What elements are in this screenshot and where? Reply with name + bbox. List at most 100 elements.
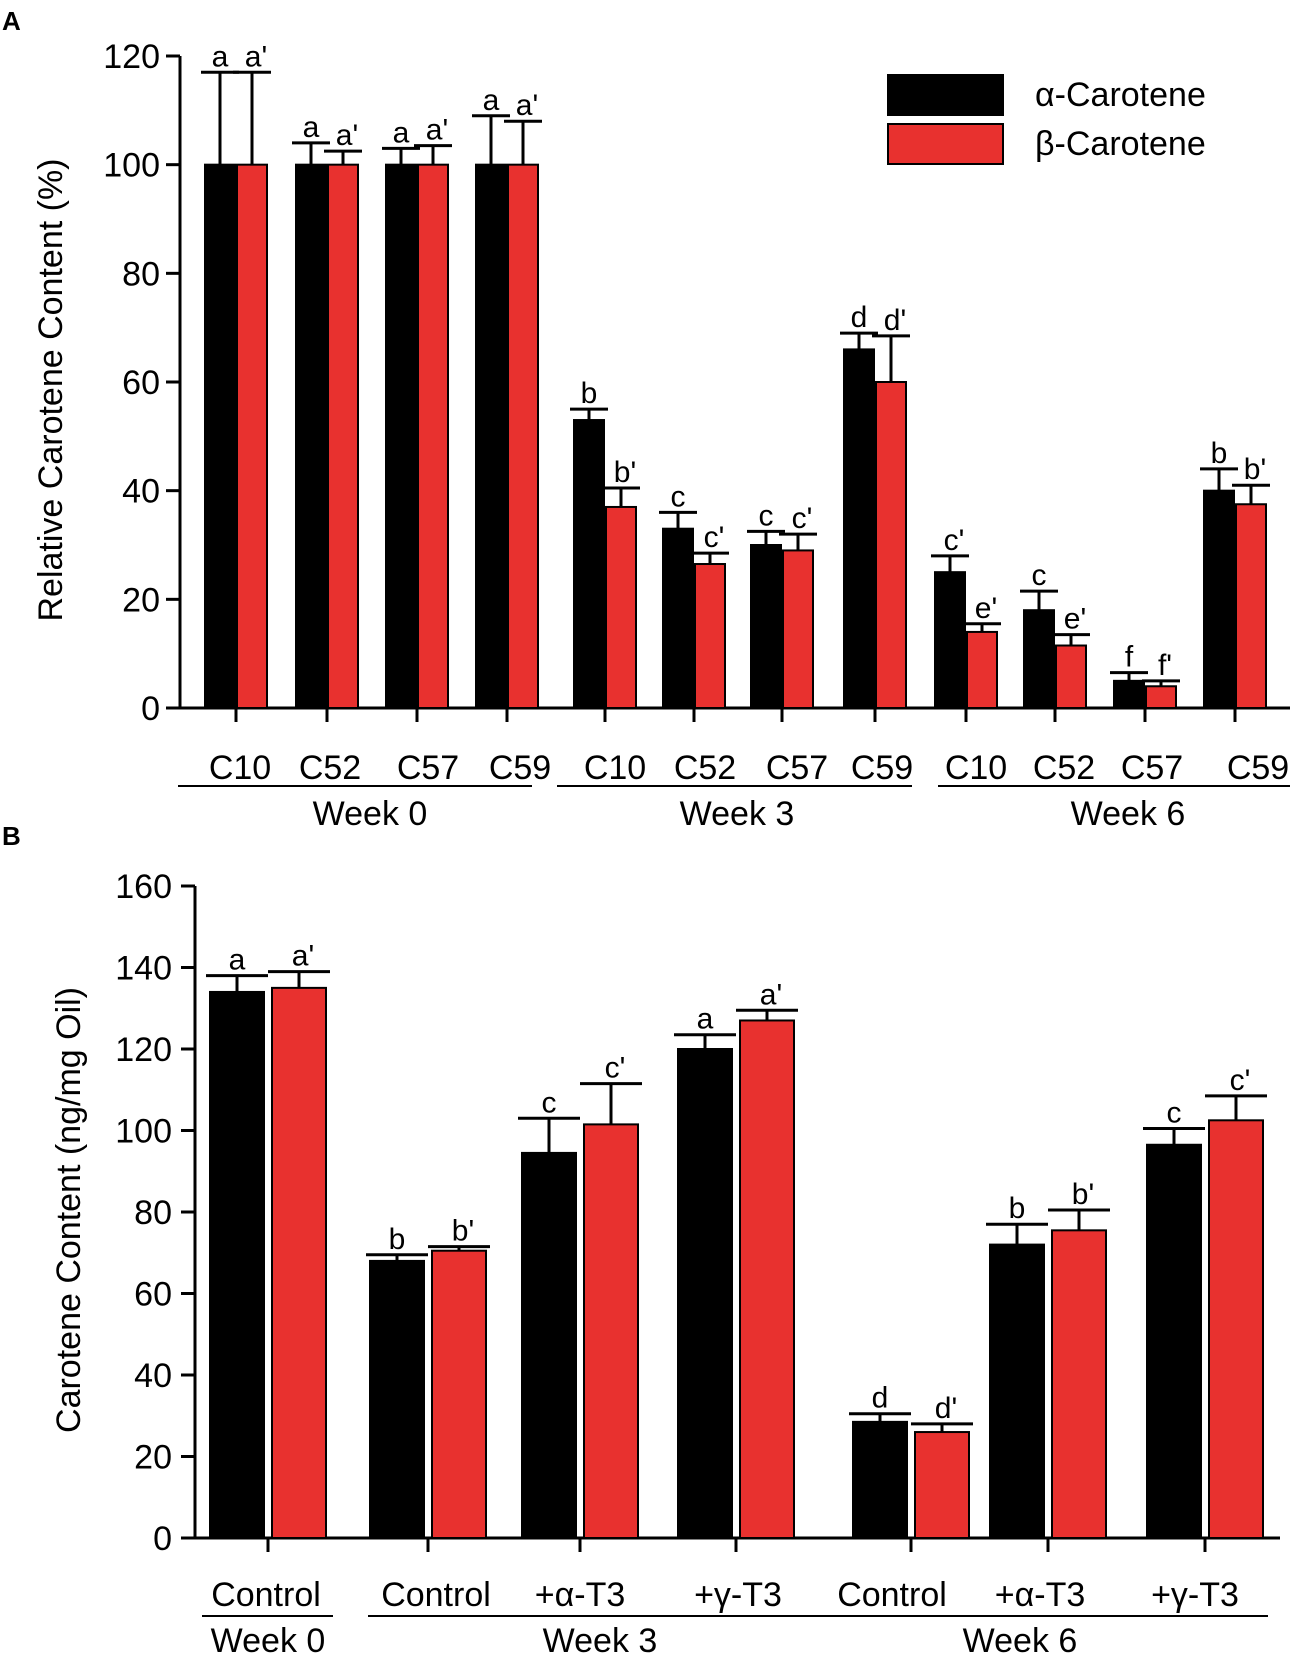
y-tick-label: 60: [122, 364, 160, 402]
bar-beta: [782, 549, 814, 710]
significance-letter: b': [452, 1215, 474, 1248]
bar-beta: [914, 1431, 970, 1540]
significance-letter: c': [944, 524, 965, 557]
significance-letter: a': [336, 119, 358, 152]
category-label: C52: [1033, 749, 1095, 787]
significance-letter: a': [245, 40, 267, 73]
bar-beta: [694, 563, 726, 709]
group-label: Week 6: [963, 1622, 1078, 1654]
bar-alpha: [1203, 489, 1235, 709]
legend-label-alpha: α-Carotene: [1035, 76, 1206, 114]
bar-alpha: [369, 1259, 425, 1540]
category-label: C10: [945, 749, 1007, 787]
category-label: C59: [851, 749, 913, 787]
bar-beta: [739, 1019, 795, 1539]
bar-alpha: [573, 419, 605, 709]
y-tick-label: 120: [103, 38, 160, 76]
significance-letter: c: [1167, 1096, 1182, 1129]
bar-beta: [417, 163, 449, 709]
category-label: C57: [1121, 749, 1183, 787]
significance-letter: a': [292, 940, 314, 973]
bar-beta: [875, 381, 907, 709]
category-label: C52: [299, 749, 361, 787]
significance-letter: a': [516, 89, 538, 122]
group-label: Week 3: [543, 1622, 658, 1654]
bar-alpha: [677, 1048, 733, 1539]
significance-letter: b: [1009, 1192, 1026, 1225]
y-tick-label: 140: [115, 950, 172, 988]
significance-letter: c': [704, 521, 725, 554]
bar-alpha: [385, 163, 417, 709]
bar-beta: [605, 505, 637, 710]
bar-beta: [583, 1123, 639, 1539]
y-tick-label: 0: [141, 690, 160, 728]
significance-letter: a: [212, 40, 229, 73]
bar-beta: [431, 1249, 487, 1540]
bar-beta: [236, 163, 268, 709]
significance-letter: c: [1032, 559, 1047, 592]
legend-swatch-alpha: [887, 74, 1004, 116]
y-tick-label: 100: [103, 147, 160, 185]
significance-letter: a: [393, 116, 410, 149]
bar-alpha: [843, 348, 875, 709]
significance-letter: f: [1125, 641, 1134, 674]
significance-letter: d: [872, 1382, 889, 1415]
bar-alpha: [1023, 609, 1055, 710]
category-label: +γ-T3: [694, 1576, 782, 1614]
group-label: Week 0: [211, 1622, 326, 1654]
bar-beta: [1145, 685, 1177, 709]
bar-alpha: [475, 163, 507, 709]
category-label: C59: [489, 749, 551, 787]
bar-alpha: [852, 1420, 908, 1540]
bar-alpha: [1146, 1143, 1202, 1539]
significance-letter: d': [884, 304, 906, 337]
significance-letter: c: [759, 499, 774, 532]
y-axis-label: Carotene Content (ng/mg Oil): [50, 987, 88, 1433]
bar-alpha: [204, 163, 236, 709]
category-label: Control: [837, 1576, 947, 1614]
significance-letter: d': [935, 1392, 957, 1425]
category-label: Control: [381, 1576, 491, 1614]
significance-letter: e': [1064, 603, 1086, 636]
significance-letter: e': [975, 592, 997, 625]
significance-letter: a': [426, 114, 448, 147]
bar-beta: [507, 163, 539, 709]
significance-letter: c: [671, 480, 686, 513]
significance-letter: b: [1211, 437, 1228, 470]
significance-letter: b: [389, 1223, 406, 1256]
significance-letter: c': [792, 502, 813, 535]
category-label: +γ-T3: [1151, 1576, 1239, 1614]
group-label: Week 0: [313, 795, 428, 833]
category-label: C10: [209, 749, 271, 787]
category-label: C57: [397, 749, 459, 787]
y-tick-label: 0: [153, 1520, 172, 1558]
significance-letter: d: [851, 301, 868, 334]
legend-label-beta: β-Carotene: [1035, 125, 1206, 163]
group-label: Week 3: [680, 795, 795, 833]
significance-letter: a: [697, 1003, 714, 1036]
y-tick-label: 100: [115, 1113, 172, 1151]
significance-letter: a: [303, 111, 320, 144]
bar-beta: [271, 986, 327, 1539]
bar-alpha: [521, 1151, 577, 1539]
bar-beta: [966, 630, 998, 710]
bar-alpha: [750, 544, 782, 709]
bar-beta: [1235, 503, 1267, 709]
category-label: C57: [766, 749, 828, 787]
y-tick-label: 160: [115, 868, 172, 906]
significance-letter: a: [483, 84, 500, 117]
significance-letter: b': [1244, 453, 1266, 486]
significance-letter: b: [581, 377, 598, 410]
bar-alpha: [662, 527, 694, 710]
bar-beta: [1208, 1119, 1264, 1539]
legend-swatch-beta: [887, 123, 1004, 165]
significance-letter: b': [614, 456, 636, 489]
significance-letter: f': [1158, 649, 1172, 682]
group-label: Week 6: [1071, 795, 1186, 833]
bar-alpha: [934, 571, 966, 710]
y-tick-label: 20: [134, 1439, 172, 1477]
y-tick-label: 120: [115, 1031, 172, 1069]
bar-beta: [1055, 644, 1087, 709]
category-label: +α-T3: [995, 1576, 1086, 1614]
